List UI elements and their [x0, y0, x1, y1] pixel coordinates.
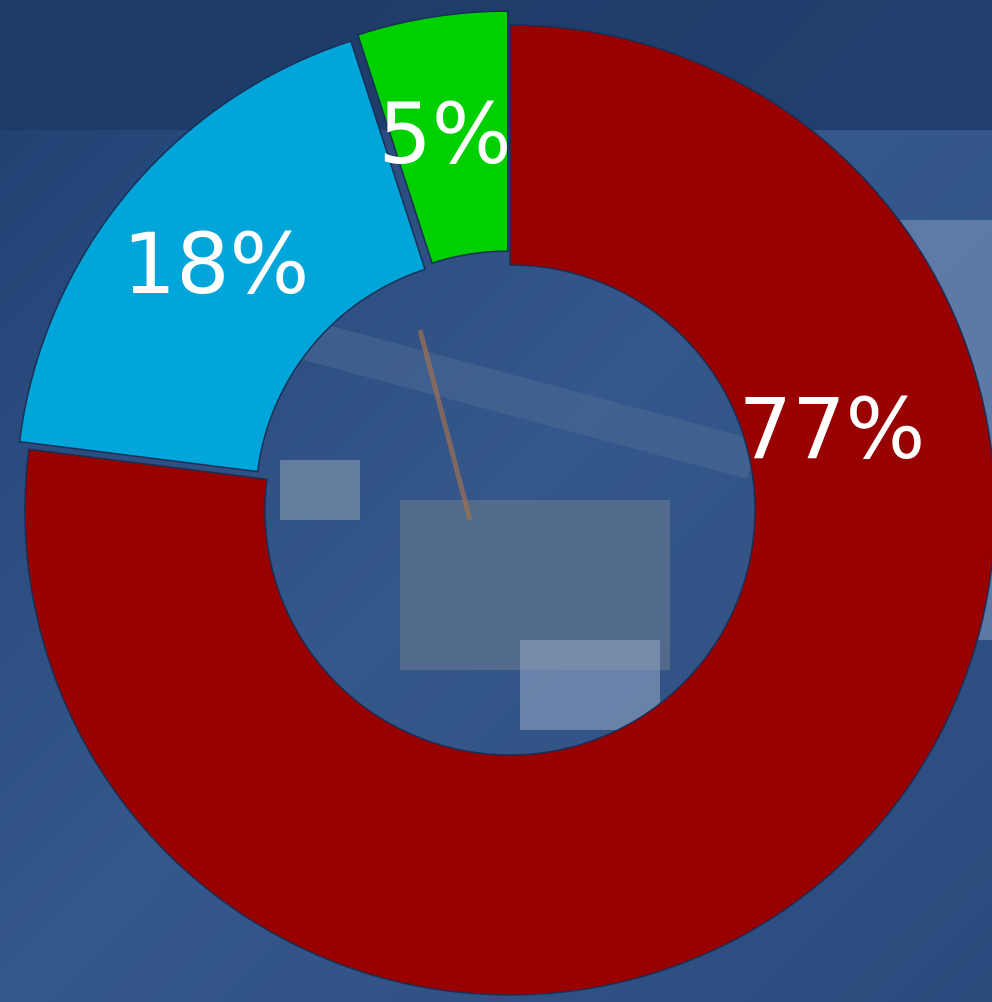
data-label: 18% [123, 215, 310, 313]
data-label: 77% [739, 380, 926, 478]
data-labels: 77% 18% 5% [123, 85, 926, 478]
donut [18, 10, 992, 996]
donut-slice [356, 10, 509, 265]
donut-slice [24, 24, 992, 996]
data-label: 5% [378, 85, 511, 183]
donut-slice [18, 40, 426, 473]
